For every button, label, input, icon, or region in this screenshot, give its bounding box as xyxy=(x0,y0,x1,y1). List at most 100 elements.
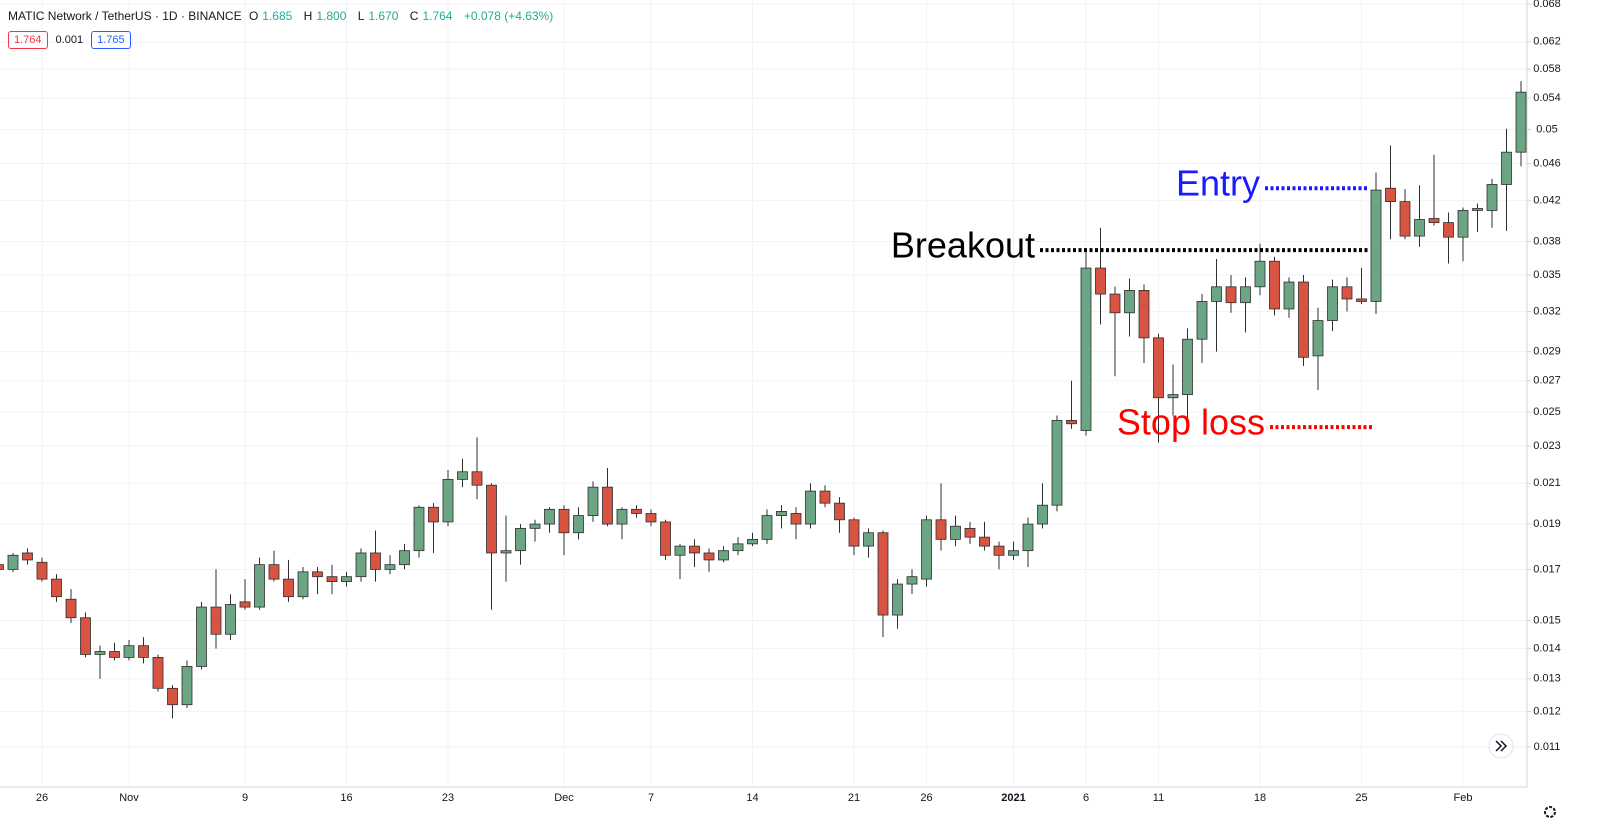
candle-body xyxy=(341,576,352,582)
bid-ask: 1.764 0.001 1.765 xyxy=(8,31,131,49)
candle-body xyxy=(1385,187,1396,203)
x-tick-label: 7 xyxy=(648,792,654,804)
quote-key: H xyxy=(303,9,313,23)
candle-body xyxy=(1095,267,1106,295)
candle-body xyxy=(1008,550,1019,556)
y-tick-label: 0.038 xyxy=(1533,235,1561,247)
candle-body xyxy=(732,543,744,552)
change: +0.078 (+4.63%) xyxy=(463,9,554,23)
candle-body xyxy=(1182,338,1193,396)
candle-body xyxy=(1370,189,1382,302)
x-tick-label: 25 xyxy=(1355,792,1367,804)
y-tick-label: 0.017 xyxy=(1533,563,1561,575)
candle-body xyxy=(1080,267,1092,431)
candle-body xyxy=(1356,298,1367,302)
candle-body xyxy=(1124,290,1135,314)
quote-key: L xyxy=(357,9,365,23)
candle-body xyxy=(747,538,758,545)
candle-body xyxy=(689,545,700,554)
candle-body xyxy=(1138,290,1150,339)
candle-body xyxy=(196,606,207,667)
candle-body xyxy=(703,552,715,561)
candle-body xyxy=(1443,222,1454,238)
quote: H 1.800 xyxy=(304,9,351,23)
candle-body xyxy=(1428,218,1440,223)
candle-body xyxy=(587,486,599,516)
x-tick-label: 11 xyxy=(1153,792,1164,804)
candle-body xyxy=(239,601,251,608)
quote-value: 1.670 xyxy=(368,9,399,23)
candle-body xyxy=(167,687,178,706)
candle-body xyxy=(1515,91,1527,153)
candle-body xyxy=(486,484,497,554)
candle-body xyxy=(1486,184,1498,211)
quote-key: O xyxy=(248,9,259,23)
scroll-icon[interactable] xyxy=(1495,740,1508,752)
x-tick-label: 16 xyxy=(340,792,352,804)
candle-body xyxy=(761,515,773,540)
settings-button[interactable] xyxy=(1544,806,1556,818)
scroll-button[interactable] xyxy=(1488,733,1514,759)
candle-body xyxy=(1283,281,1295,310)
y-tick-label: 0.042 xyxy=(1533,195,1561,207)
candle-body xyxy=(863,532,874,547)
candle-body xyxy=(790,513,802,525)
x-tick-label: 26 xyxy=(920,792,932,804)
y-tick-label: 0.011 xyxy=(1534,741,1561,753)
ask[interactable]: 1.765 xyxy=(91,31,131,49)
gear-icon[interactable] xyxy=(1544,806,1556,818)
y-tick-label: 0.021 xyxy=(1533,477,1561,489)
candle-body xyxy=(1196,301,1208,340)
candle-body xyxy=(1298,281,1309,358)
y-tick-label: 0.012 xyxy=(1533,705,1561,717)
candle-body xyxy=(80,617,91,655)
candle-body xyxy=(1240,286,1251,304)
candle-body xyxy=(1051,420,1063,506)
candle-body xyxy=(225,604,236,635)
candle-body xyxy=(181,666,193,706)
bid[interactable]: 1.764 xyxy=(8,31,48,49)
candle-body xyxy=(109,651,120,658)
y-tick-label: 0.015 xyxy=(1533,614,1561,626)
candle-body xyxy=(36,561,48,580)
candle-body xyxy=(1022,523,1034,552)
candle-body xyxy=(950,525,961,540)
quote: O 1.685 xyxy=(249,9,296,23)
candle-body xyxy=(442,478,454,523)
candle-body xyxy=(399,550,410,566)
y-tick-label: 0.054 xyxy=(1533,92,1561,104)
candle-body xyxy=(94,651,106,655)
quote-value: 1.764 xyxy=(422,9,453,23)
quote: C 1.764 xyxy=(410,9,457,23)
candle-body xyxy=(515,527,526,552)
symbol-title: MATIC Network / TetherUS · 1D · BINANCE xyxy=(8,9,242,23)
candle-body xyxy=(834,502,845,521)
candle-body xyxy=(7,554,19,570)
candle-body xyxy=(602,486,613,525)
candle-body xyxy=(428,506,439,523)
quote-key: C xyxy=(409,9,419,23)
candle-body xyxy=(500,550,512,554)
candle-body xyxy=(645,513,657,523)
y-tick-label: 0.035 xyxy=(1533,269,1561,281)
candle-body xyxy=(22,552,33,561)
candle-body xyxy=(312,571,323,578)
candle-body xyxy=(718,550,729,561)
x-tick-label: 6 xyxy=(1083,792,1089,804)
y-tick-label: 0.013 xyxy=(1533,673,1561,685)
x-tick-label: 2021 xyxy=(1001,792,1025,804)
x-tick-label: Dec xyxy=(554,792,574,804)
candle-body xyxy=(616,508,628,525)
candle-body xyxy=(1269,260,1280,310)
candle-body xyxy=(457,471,468,480)
candle-body xyxy=(0,564,4,570)
annotation-text: Stop loss xyxy=(1117,402,1265,443)
candle-body xyxy=(152,657,164,689)
candle-body xyxy=(776,510,787,516)
candle-body xyxy=(964,527,976,538)
candle-body xyxy=(1414,219,1425,237)
y-tick-label: 0.062 xyxy=(1533,36,1561,48)
y-tick-label: 0.027 xyxy=(1533,375,1561,387)
